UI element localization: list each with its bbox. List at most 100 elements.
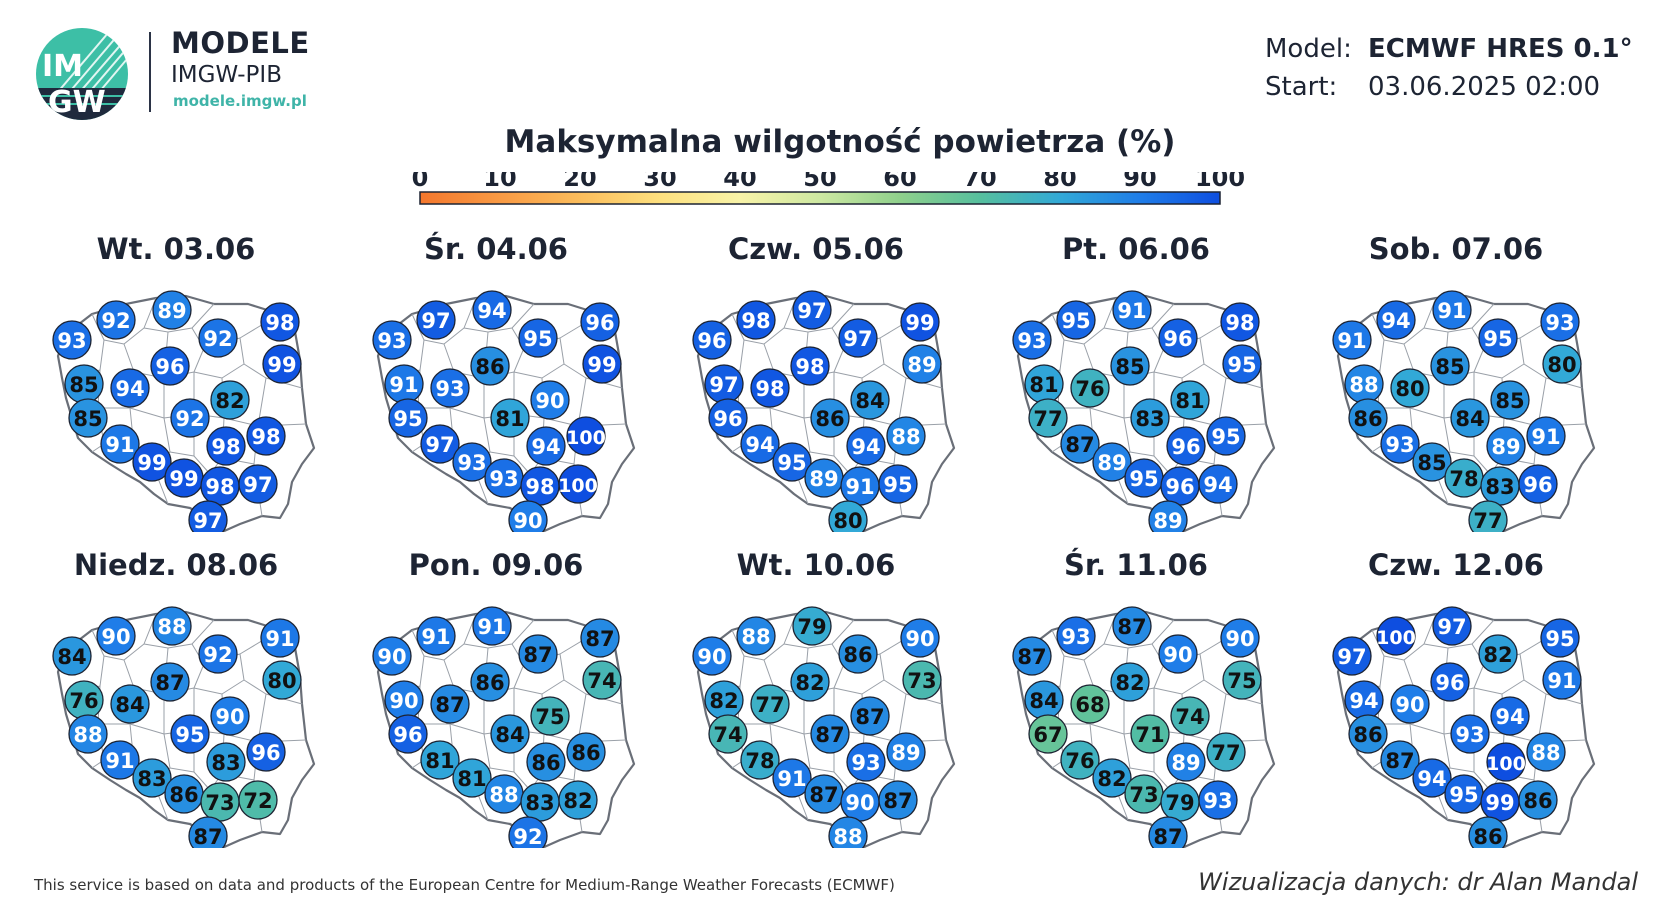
humidity-value: 87	[435, 693, 464, 717]
humidity-circle	[1070, 684, 1110, 724]
humidity-value: 76	[1065, 749, 1094, 773]
humidity-value: 93	[1203, 789, 1232, 813]
humidity-circle	[372, 320, 412, 360]
humidity-value: 71	[1135, 723, 1164, 747]
humidity-value: 89	[1153, 509, 1182, 532]
humidity-value: 98	[1225, 311, 1254, 335]
humidity-value: 96	[585, 311, 614, 335]
humidity-value: 86	[1473, 825, 1502, 848]
station-marker: 83	[520, 782, 560, 822]
humidity-value: 80	[1547, 353, 1576, 377]
station-marker: 92	[170, 398, 210, 438]
scale-tick-label: 70	[963, 172, 996, 192]
humidity-value: 93	[1545, 311, 1574, 335]
region-border	[783, 303, 855, 333]
station-marker: 71	[1130, 714, 1170, 754]
station-marker: 97	[838, 318, 878, 358]
model-label: Model:	[1265, 34, 1352, 64]
humidity-value: 90	[101, 625, 130, 649]
station-marker: 90	[508, 500, 548, 532]
humidity-circle	[790, 662, 830, 702]
humidity-value: 77	[755, 693, 784, 717]
humidity-circle	[1518, 464, 1558, 504]
station-marker: 96	[246, 732, 286, 772]
station-marker: 95	[518, 318, 558, 358]
humidity-value: 82	[215, 389, 244, 413]
station-marker: 78	[1444, 458, 1484, 498]
humidity-circle	[132, 758, 172, 798]
humidity-value: 98	[265, 311, 294, 335]
humidity-circle	[1390, 684, 1430, 724]
humidity-circle	[1526, 416, 1566, 456]
station-marker: 98	[246, 416, 286, 456]
humidity-value: 88	[489, 783, 518, 807]
humidity-value: 90	[377, 645, 406, 669]
region-border	[1473, 653, 1525, 695]
humidity-value: 94	[851, 435, 880, 459]
humidity-circle	[878, 464, 918, 504]
humidity-circle	[260, 618, 300, 658]
humidity-circle	[902, 344, 942, 384]
station-marker: 87	[188, 816, 228, 848]
humidity-circle	[452, 758, 492, 798]
humidity-value: 91	[1117, 299, 1146, 323]
humidity-circle	[150, 346, 190, 386]
brand-url-link[interactable]: modele.imgw.pl	[173, 92, 307, 110]
station-marker: 88	[1526, 732, 1566, 772]
station-marker: 93	[430, 368, 470, 408]
humidity-value: 68	[1075, 693, 1104, 717]
station-marker: 94	[1412, 758, 1452, 798]
humidity-circle	[828, 500, 868, 532]
visualization-credit: Wizualizacja danych: dr Alan Mandal	[1198, 868, 1638, 896]
station-marker: 95	[1444, 774, 1484, 814]
humidity-circle	[188, 816, 228, 848]
humidity-value: 91	[105, 433, 134, 457]
humidity-value: 78	[1449, 467, 1478, 491]
station-marker: 96	[580, 302, 620, 342]
station-marker: 95	[772, 442, 812, 482]
humidity-circle	[1432, 290, 1472, 330]
region-border	[143, 619, 215, 649]
humidity-circle	[526, 742, 566, 782]
humidity-value: 81	[457, 767, 486, 791]
humidity-value: 93	[851, 751, 880, 775]
humidity-value: 95	[1211, 425, 1240, 449]
station-marker: 90	[1220, 618, 1260, 658]
station-marker: 95	[1478, 318, 1518, 358]
panel-date-title: Sob. 07.06	[1368, 232, 1544, 266]
humidity-value: 86	[169, 783, 198, 807]
humidity-circle	[1478, 318, 1518, 358]
humidity-value: 84	[495, 723, 524, 747]
humidity-value: 81	[495, 407, 524, 431]
station-marker: 87	[878, 780, 918, 820]
humidity-value: 91	[1547, 669, 1576, 693]
humidity-value: 80	[833, 509, 862, 532]
humidity-value: 87	[815, 723, 844, 747]
humidity-value: 85	[69, 373, 98, 397]
station-marker: 99	[900, 302, 940, 342]
humidity-circle	[188, 500, 228, 532]
humidity-circle	[1518, 780, 1558, 820]
humidity-circle	[132, 442, 172, 482]
humidity-circle	[68, 398, 108, 438]
station-marker: 87	[430, 684, 470, 724]
station-marker: 91	[472, 606, 512, 646]
humidity-value: 95	[1061, 309, 1090, 333]
station-marker: 97	[1432, 606, 1472, 646]
station-marker: 91	[1332, 320, 1372, 360]
humidity-circle	[508, 500, 548, 532]
humidity-circle	[772, 758, 812, 798]
humidity-value: 81	[425, 749, 454, 773]
humidity-value: 87	[883, 789, 912, 813]
humidity-value: 86	[475, 355, 504, 379]
humidity-circle	[580, 302, 620, 342]
station-marker: 91	[1432, 290, 1472, 330]
humidity-value: 73	[205, 791, 234, 815]
station-marker: 94	[1344, 680, 1384, 720]
station-marker: 97	[704, 364, 744, 404]
station-marker: 93	[1450, 714, 1490, 754]
humidity-circle	[100, 424, 140, 464]
humidity-value: 78	[745, 749, 774, 773]
